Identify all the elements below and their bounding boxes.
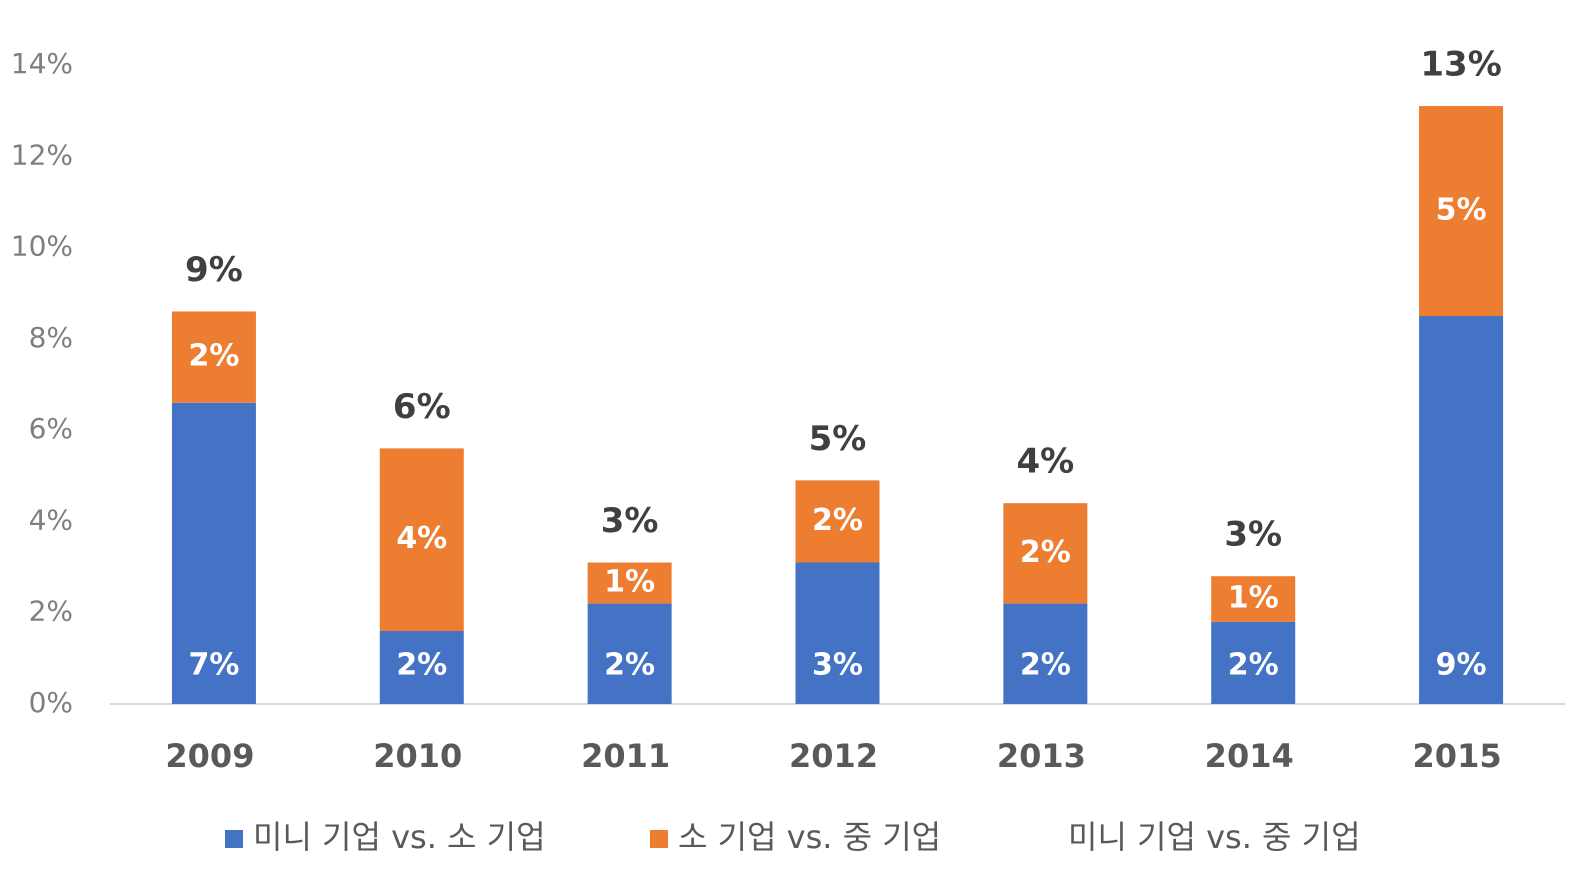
bar-segment: [379, 630, 464, 704]
total-label: 13%: [1420, 45, 1501, 85]
y-tick-label: 0%: [29, 686, 73, 719]
bar-segment: [587, 603, 672, 704]
bar-segment: [795, 562, 880, 704]
y-tick-label: 2%: [29, 595, 73, 628]
y-tick-label: 14%: [11, 47, 73, 80]
total-label: 5%: [809, 419, 867, 459]
x-tick-label: 2014: [1205, 737, 1294, 775]
bar-segment: [379, 448, 464, 631]
x-tick-label: 2015: [1413, 737, 1502, 775]
bar-segment: [1211, 621, 1296, 704]
bar-segment: [171, 402, 256, 704]
value-label: 2%: [1020, 648, 1071, 683]
y-tick-label: 8%: [29, 321, 73, 354]
x-tick-label: 2010: [373, 737, 462, 775]
value-label: 9%: [1436, 648, 1487, 683]
bar-segment: [1211, 576, 1296, 622]
total-label: 3%: [1224, 515, 1282, 555]
value-label: 1%: [1228, 581, 1279, 616]
value-label: 5%: [1436, 193, 1487, 228]
value-label: 3%: [812, 648, 863, 683]
value-label: 2%: [812, 503, 863, 538]
x-tick-label: 2009: [165, 737, 254, 775]
legend-label: 소 기업 vs. 중 기업: [678, 818, 941, 856]
value-label: 2%: [1228, 648, 1279, 683]
value-label: 4%: [396, 521, 447, 556]
legend-label: 미니 기업 vs. 중 기업: [1068, 818, 1361, 856]
x-tick-label: 2011: [581, 737, 670, 775]
bar-segment: [1419, 316, 1504, 704]
bar-segment: [795, 480, 880, 563]
value-label: 2%: [1020, 535, 1071, 570]
y-tick-label: 12%: [11, 138, 73, 171]
bar-segment: [1003, 503, 1088, 604]
bar-segment: [171, 311, 256, 403]
bar-segment: [1003, 603, 1088, 704]
y-tick-label: 4%: [29, 503, 73, 536]
legend-swatch: [225, 830, 243, 848]
value-label: 2%: [188, 339, 239, 374]
value-label: 7%: [188, 648, 239, 683]
total-label: 9%: [185, 250, 243, 290]
bar-segment: [587, 562, 672, 604]
value-label: 2%: [396, 648, 447, 683]
x-tick-label: 2012: [789, 737, 878, 775]
legend-swatch: [650, 830, 668, 848]
y-tick-label: 10%: [11, 230, 73, 263]
legend-label: 미니 기업 vs. 소 기업: [253, 818, 546, 856]
total-label: 6%: [393, 387, 451, 427]
x-tick-label: 2013: [997, 737, 1086, 775]
total-label: 4%: [1016, 442, 1074, 482]
bar-segment: [1419, 106, 1504, 317]
total-label: 3%: [601, 501, 659, 541]
value-label: 1%: [604, 565, 655, 600]
value-label: 2%: [604, 648, 655, 683]
y-tick-label: 6%: [29, 412, 73, 445]
